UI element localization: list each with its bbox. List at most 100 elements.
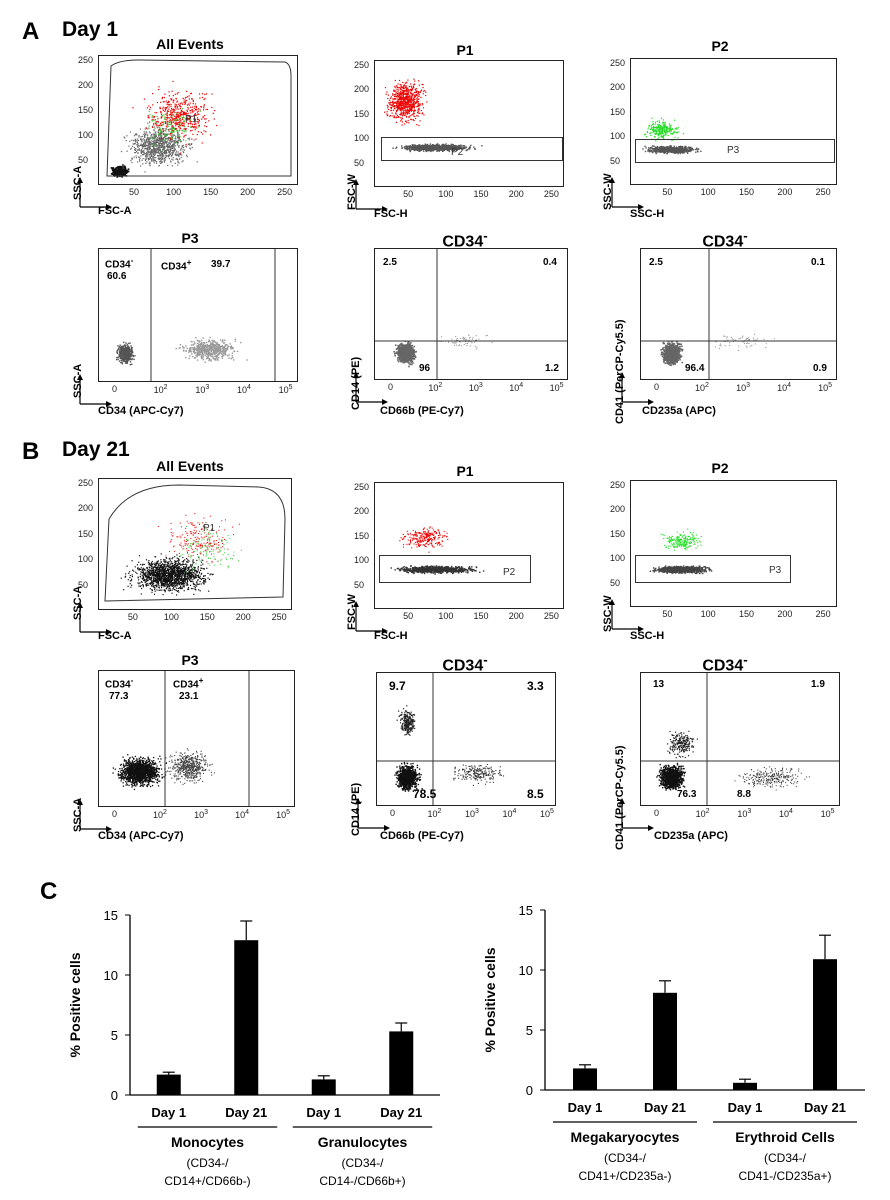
a-p2-plot: P3	[630, 58, 837, 185]
axis-arrows	[77, 177, 112, 210]
y-tick-label: 50	[610, 577, 621, 588]
y-tick-label: 10	[104, 968, 118, 983]
b-p1-scatter	[390, 526, 485, 575]
x-tick-label: 50	[403, 611, 414, 621]
x-tick-label: 102	[153, 809, 167, 820]
x-tick-label: 150	[739, 187, 755, 197]
a-p3-neg-value: 60.6	[107, 271, 127, 282]
a-p3-plot: CD34- 60.6 CD34+ 39.7	[98, 248, 298, 382]
group-phenotype-line2: CD14-/CD66b+)	[319, 1174, 405, 1188]
x-tick-label: 250	[543, 189, 559, 199]
y-tick-label: 100	[78, 130, 94, 140]
panel-b-letter: B	[22, 438, 40, 465]
bar	[311, 1079, 336, 1095]
b-cd66b-scatter	[377, 673, 555, 805]
x-tick-label: 150	[203, 187, 219, 197]
x-tick-label: 105	[278, 384, 293, 395]
x-tick-label: 150	[739, 609, 755, 619]
x-tick-label: 200	[508, 611, 524, 621]
b-p3-neg-value: 77.3	[109, 691, 129, 702]
y-tick-label: 200	[78, 80, 94, 90]
a-cd235a-ll: 96.4	[685, 363, 705, 374]
y-tick-label: 200	[610, 504, 626, 515]
a-cd235a-lr: 0.9	[813, 363, 827, 374]
y-tick-label: 200	[78, 503, 94, 514]
x-tick-label: 104	[777, 382, 792, 393]
a-p2-scatter	[642, 117, 702, 155]
category-label: Day 21	[804, 1100, 846, 1115]
x-tick-label: 102	[695, 382, 709, 393]
x-tick-label: 102	[427, 808, 442, 819]
b-allevents-plot: P1	[98, 478, 292, 610]
b-cd235a-lr: 8.8	[737, 789, 751, 800]
a-cd66b-ul: 2.5	[383, 257, 397, 268]
x-tick-label: 103	[195, 384, 210, 395]
b-cd66b-xlabel: CD66b (PE-Cy7)	[380, 830, 464, 842]
x-tick-label: 250	[815, 609, 831, 619]
group-phenotype-line1: (CD34-/	[604, 1151, 647, 1165]
bar	[389, 1031, 414, 1095]
a-cd235a-title: CD34-	[702, 228, 748, 251]
gate-label-p2: P2	[503, 567, 516, 578]
a-p3-pos-label: CD34+	[161, 257, 192, 273]
b-cd235a-title: CD34-	[702, 652, 748, 675]
group-name: Monocytes	[171, 1134, 244, 1150]
x-tick-label: 200	[235, 612, 251, 622]
category-label: Day 21	[644, 1100, 686, 1115]
x-tick-label: 105	[820, 808, 835, 819]
bar-chart-2: 0 5 10 15 % Positive cells Day 1 Day 21 Day 1 Da…	[482, 903, 865, 1183]
gate-label-p3: P3	[727, 145, 740, 156]
y-tick-label: 50	[78, 155, 89, 165]
p1-gate	[104, 484, 286, 602]
b-p2-plot: P3	[630, 480, 837, 607]
a-p2-xlabel: SSC-H	[630, 208, 665, 220]
x-tick-label: 50	[403, 189, 414, 199]
group-phenotype-line1: (CD34-/	[764, 1151, 807, 1165]
x-tick-label: 105	[549, 382, 564, 393]
y-tick-label: 150	[610, 106, 626, 117]
category-label: Day 1	[728, 1100, 763, 1115]
a-cd66b-scatter	[375, 249, 567, 379]
axis-arrows	[353, 601, 388, 634]
b-p3-pos-label: CD34+	[173, 675, 204, 691]
y-tick-label: 100	[610, 131, 626, 142]
bar	[234, 940, 259, 1095]
panel-a-day: Day 1	[62, 18, 119, 41]
x-tick-label: 100	[700, 187, 716, 197]
a-cd66b-title: CD34-	[442, 228, 488, 251]
axis-arrows	[77, 374, 112, 407]
y-tick-label: 100	[610, 553, 626, 564]
x-tick-label: 104	[235, 809, 250, 820]
a-cd66b-ur: 0.4	[543, 257, 557, 268]
y-tick-label: 150	[78, 528, 94, 539]
b-p2-xlabel: SSC-H	[630, 630, 665, 642]
bar	[733, 1082, 757, 1090]
a-allevents-plot: P1	[98, 55, 298, 185]
axis-arrows	[77, 799, 112, 832]
axis-arrows	[355, 798, 390, 831]
b-cd66b-title: CD34-	[442, 652, 488, 675]
b-p3-title: P3	[181, 652, 199, 668]
a-cd66b-lr: 1.2	[545, 363, 559, 374]
category-label: Day 1	[306, 1105, 341, 1120]
y-tick-label: 250	[610, 58, 626, 68]
category-label: Day 1	[568, 1100, 603, 1115]
p2-gate	[379, 555, 531, 583]
x-tick-label: 150	[473, 189, 489, 199]
a-cd66b-plot: 2.5 0.4 96 1.2	[374, 248, 568, 380]
x-tick-label: 50	[662, 609, 673, 619]
b-allevents-title: All Events	[156, 458, 224, 474]
y-tick-label: 50	[610, 155, 621, 166]
panel-a-letter: A	[22, 18, 40, 45]
bar-chart-1: 0 5 10 15 % Positive cells Day 1 Day 21 Day 1 Da…	[67, 908, 440, 1188]
a-p3-xlabel: CD34 (APC-Cy7)	[98, 405, 184, 417]
y-tick-label: 150	[78, 105, 94, 115]
group-name: Erythroid Cells	[735, 1129, 835, 1145]
x-tick-label: 100	[438, 611, 454, 621]
b-cd235a-plot: 13 1.9 76.3 8.8	[640, 672, 840, 806]
a-p3-title: P3	[181, 230, 199, 246]
group-phenotype-line2: CD14+/CD66b-)	[164, 1174, 250, 1188]
b-allevents-scatter	[104, 484, 286, 602]
x-tick-label: 102	[428, 382, 443, 393]
b-cd235a-ll: 76.3	[677, 789, 697, 800]
